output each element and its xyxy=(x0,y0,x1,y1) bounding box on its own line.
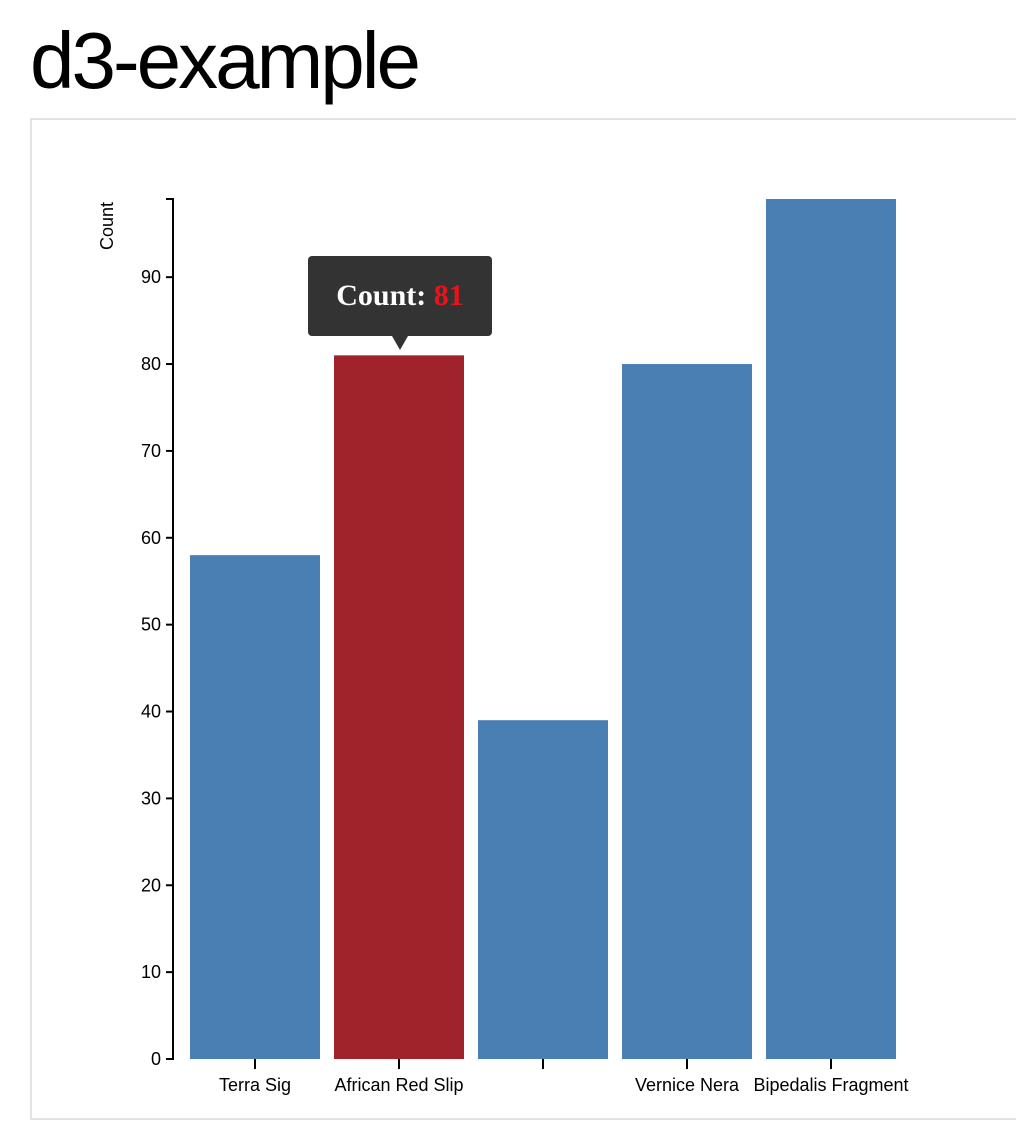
bar-highlighted xyxy=(334,355,464,1059)
tooltip: Count: 81 xyxy=(308,256,492,336)
y-tick-label: 0 xyxy=(151,1049,161,1069)
y-axis-line xyxy=(166,197,174,1060)
x-tick-label: Bipedalis Fragment xyxy=(753,1075,908,1095)
y-tick-label: 40 xyxy=(141,702,161,722)
y-tick-label: 70 xyxy=(141,441,161,461)
y-tick-label: 10 xyxy=(141,962,161,982)
y-tick-label: 90 xyxy=(141,267,161,287)
tooltip-value: 81 xyxy=(433,279,464,312)
bar xyxy=(622,364,752,1059)
y-axis-label: Count xyxy=(97,202,117,250)
bar xyxy=(766,198,896,1059)
x-axis: Terra Sig African Red Slip Vernice Nera Bip… xyxy=(219,1059,909,1095)
bars xyxy=(190,198,896,1059)
x-tick-label: Vernice Nera xyxy=(635,1075,740,1095)
page-title: d3-example xyxy=(30,16,421,105)
x-tick-label: African Red Slip xyxy=(334,1075,463,1095)
tooltip-arrow xyxy=(392,336,408,350)
tooltip-label: Count: xyxy=(336,279,427,312)
y-axis: 0 10 20 30 40 50 60 70 80 90 xyxy=(141,197,174,1069)
y-tick-label: 20 xyxy=(141,875,161,895)
bar xyxy=(478,720,608,1059)
x-tick-label: Terra Sig xyxy=(219,1075,291,1095)
y-tick-label: 50 xyxy=(141,615,161,635)
y-tick-label: 60 xyxy=(141,528,161,548)
chart-container xyxy=(30,118,1016,1120)
y-tick-label: 80 xyxy=(141,354,161,374)
y-tick-label: 30 xyxy=(141,788,161,808)
bar xyxy=(190,555,320,1059)
